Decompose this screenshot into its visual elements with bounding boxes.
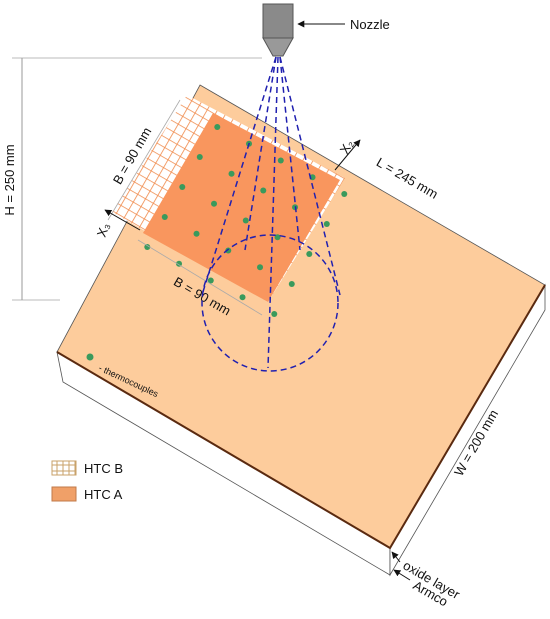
thermocouple xyxy=(306,251,313,258)
thermocouple xyxy=(144,244,151,251)
x3-label: X₃ xyxy=(94,221,113,239)
height-dimension xyxy=(12,57,262,301)
thermocouple xyxy=(242,217,249,224)
thermocouple xyxy=(277,157,284,164)
thermocouple xyxy=(271,311,278,318)
oxide-layer xyxy=(56,284,546,550)
legend-swatch-a xyxy=(51,486,77,502)
x3-axis xyxy=(104,209,141,231)
thermocouple xyxy=(214,124,221,131)
thermocouple xyxy=(323,221,330,228)
thermocouple xyxy=(239,294,246,301)
thermocouple xyxy=(341,191,348,198)
x2-label: X₂ xyxy=(337,137,357,156)
thermocouple xyxy=(161,214,168,221)
thermocouple xyxy=(207,277,214,284)
b-dimensions xyxy=(107,99,263,316)
thermocouple-symbol xyxy=(86,353,94,361)
x2-axis xyxy=(334,139,361,171)
nozzle-tip xyxy=(262,37,294,57)
oxide-arrow xyxy=(391,551,401,563)
thermocouple xyxy=(288,281,295,288)
legend-swatch-b xyxy=(51,460,77,476)
thermocouple xyxy=(193,230,200,237)
thermocouple xyxy=(274,234,281,241)
spray-cone xyxy=(201,56,341,372)
nozzle-body xyxy=(262,3,294,39)
thermocouple xyxy=(211,200,218,207)
height-label: H = 250 mm xyxy=(2,144,17,215)
armco-arrow xyxy=(393,569,411,581)
thermocouple xyxy=(225,247,232,254)
nozzle-label: Nozzle xyxy=(350,17,390,32)
thermocouple xyxy=(196,154,203,161)
legend-label: HTC A xyxy=(84,487,123,502)
thermocouple xyxy=(260,187,267,194)
legend-label: HTC B xyxy=(84,461,123,476)
thermocouple xyxy=(179,184,186,191)
thermocouple xyxy=(228,170,235,177)
thermocouple xyxy=(257,264,264,271)
